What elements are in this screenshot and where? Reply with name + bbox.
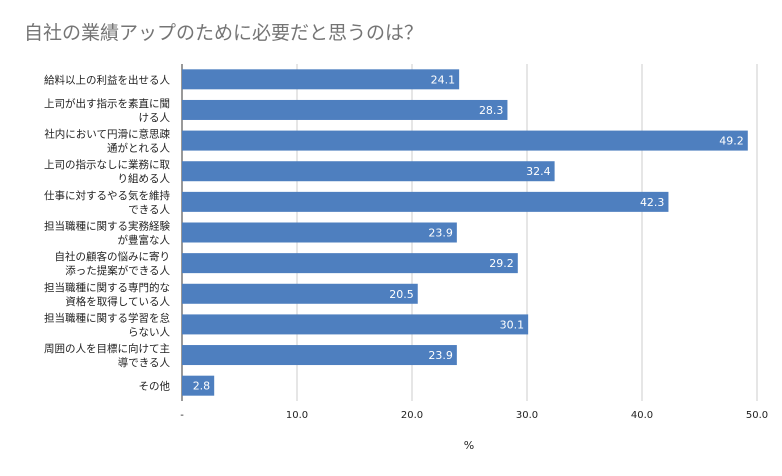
category-label-line: 通がとれる人	[107, 142, 170, 155]
data-label: 32.4	[526, 165, 551, 178]
bar	[182, 375, 215, 396]
x-tick-label: 20.0	[401, 410, 423, 421]
bar	[182, 253, 518, 274]
bar	[182, 345, 457, 366]
bar	[182, 222, 457, 243]
category-label: 周囲の人を目標に向けて主導できる人	[44, 342, 170, 369]
bar	[182, 130, 748, 151]
category-label-line: り組める人	[118, 172, 171, 185]
category-label: 担当職種に関する専門的な資格を取得している人	[44, 281, 170, 308]
bar	[182, 161, 555, 182]
category-label-line: その他	[139, 380, 171, 393]
category-label-line: 仕事に対するやる気を維持	[44, 189, 170, 202]
category-label-line: 資格を取得している人	[65, 295, 170, 308]
x-tick-label: 50.0	[746, 410, 768, 421]
x-tick-labels: - 10.0 20.0 30.0 40.0 50.0	[180, 410, 768, 421]
data-label: 23.9	[428, 349, 453, 362]
category-label-line: 添った提案ができる人	[65, 264, 170, 277]
category-label: 自社の顧客の悩みに寄り添った提案ができる人	[55, 250, 171, 277]
category-label-line: できる人	[128, 204, 170, 216]
category-label: 上司の指示なしに業務に取り組める人	[44, 158, 170, 185]
data-label: 30.1	[500, 318, 525, 331]
category-label: 給料以上の利益を出せる人	[44, 73, 170, 86]
x-axis-label: %	[464, 439, 474, 452]
data-label: 20.5	[389, 288, 414, 301]
bar	[182, 283, 418, 304]
category-label: 担当職種に関する実務経験が豊富な人	[44, 220, 170, 247]
category-label-line: 周囲の人を目標に向けて主	[44, 342, 170, 355]
x-tick-label: 40.0	[631, 410, 653, 421]
data-label: 28.3	[479, 104, 504, 117]
data-label: 23.9	[428, 227, 453, 240]
data-label: 29.2	[489, 257, 514, 270]
data-label: 24.1	[431, 73, 456, 86]
data-label: 42.3	[640, 196, 665, 209]
x-tick-label: -	[180, 410, 184, 421]
category-label-line: 給料以上の利益を出せる人	[44, 73, 170, 86]
category-label: その他	[139, 380, 171, 393]
category-label: 社内において円滑に意思疎通がとれる人	[44, 128, 170, 155]
x-tick-label: 10.0	[286, 410, 308, 421]
category-label-line: 上司が出す指示を素直に聞	[44, 97, 170, 110]
category-label-line: 上司の指示なしに業務に取	[44, 158, 170, 171]
category-label: 上司が出す指示を素直に聞ける人	[44, 97, 170, 124]
category-label-line: らない人	[128, 326, 170, 338]
category-labels: 給料以上の利益を出せる人上司が出す指示を素直に聞ける人社内において円滑に意思疎通…	[44, 73, 170, 392]
category-label-line: 導できる人	[118, 356, 171, 369]
category-label-line: が豊富な人	[118, 234, 171, 247]
category-label-line: 担当職種に関する学習を怠	[44, 311, 170, 324]
category-label-line: 担当職種に関する実務経験	[44, 220, 170, 233]
x-tick-label: 30.0	[516, 410, 538, 421]
category-label-line: 自社の顧客の悩みに寄り	[55, 250, 171, 263]
bar	[182, 99, 508, 120]
category-label-line: ける人	[139, 112, 171, 124]
category-label: 仕事に対するやる気を維持できる人	[44, 189, 170, 216]
bar	[182, 69, 460, 90]
category-label: 担当職種に関する学習を怠らない人	[44, 311, 170, 338]
bar	[182, 314, 529, 335]
bar	[182, 191, 669, 212]
data-label: 49.2	[719, 135, 744, 148]
chart-title: 自社の業績アップのために必要だと思うのは？	[24, 22, 424, 44]
category-label-line: 社内において円滑に意思疎	[44, 128, 170, 141]
data-label: 2.8	[193, 380, 211, 393]
category-label-line: 担当職種に関する専門的な	[44, 281, 170, 294]
bars: 24.1 28.3 49.2 32.4 42.3 23.9 29.2 20.5 30.1 23.9…	[182, 69, 748, 396]
